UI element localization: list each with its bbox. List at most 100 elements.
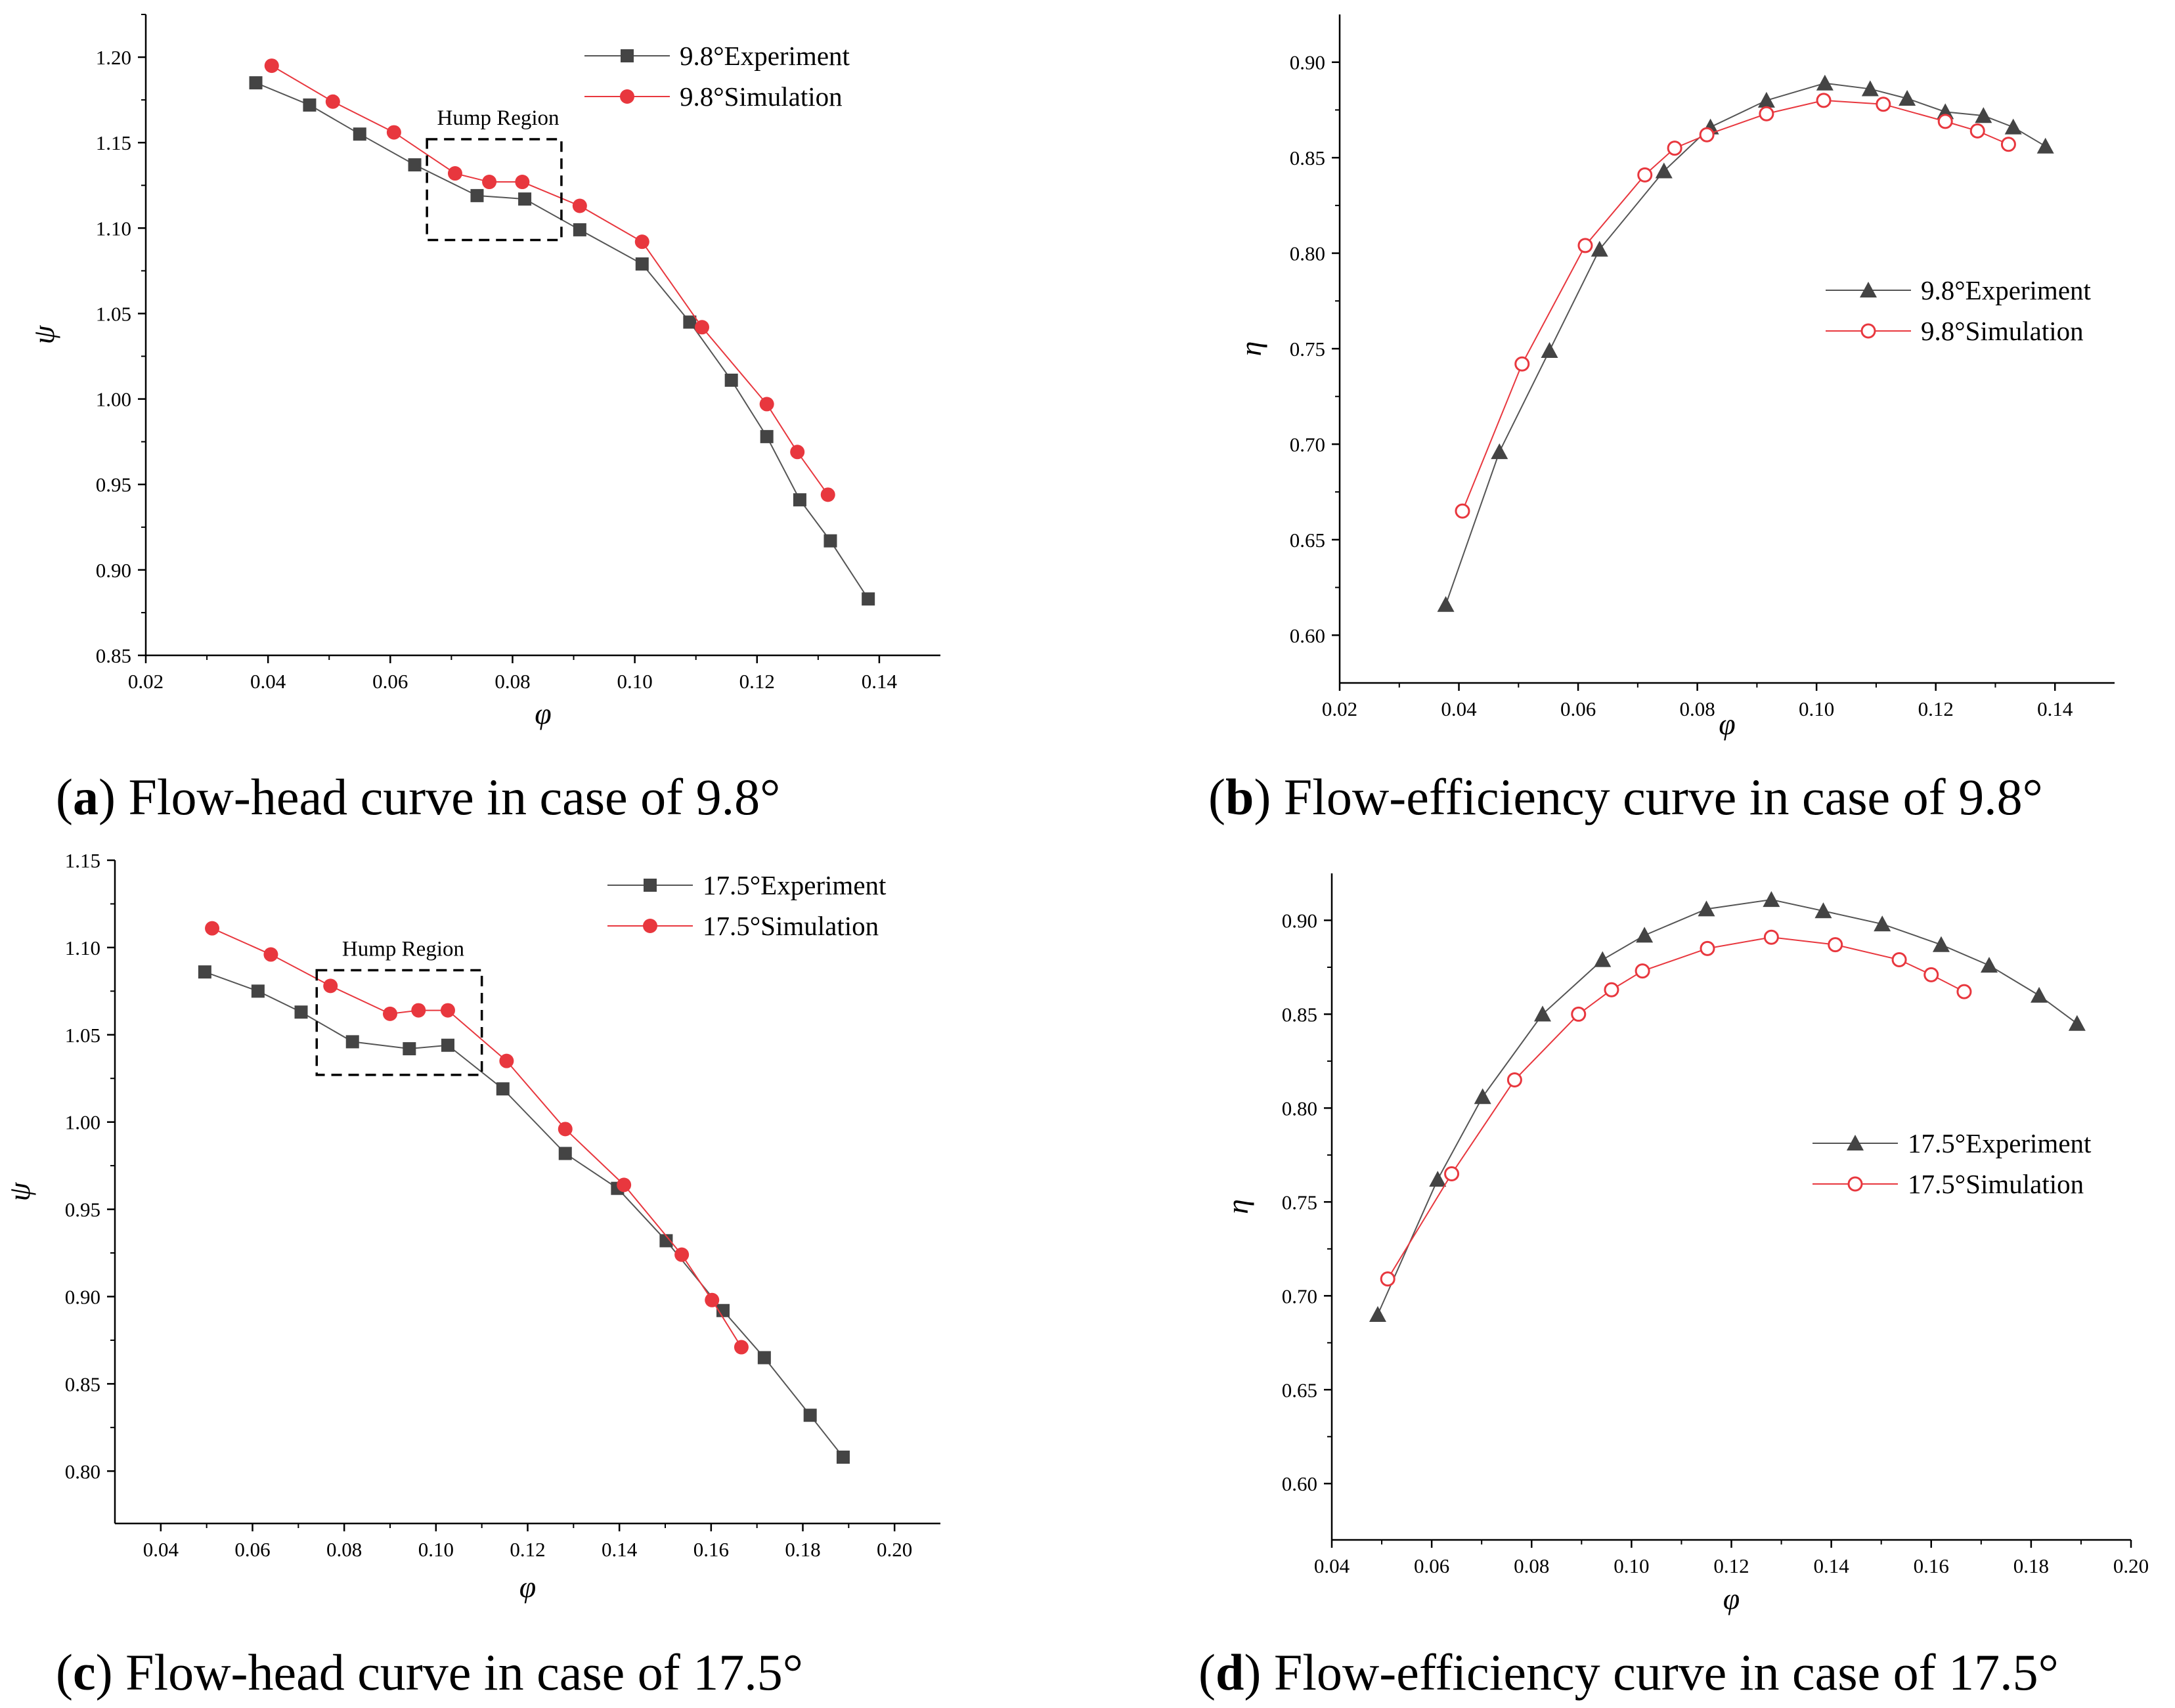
data-point-experiment: [635, 257, 649, 271]
data-point-simulation: [1816, 93, 1832, 108]
x-tick-label: 0.10: [1799, 697, 1834, 720]
x-tick-label: 0.02: [1322, 697, 1357, 720]
data-point-experiment: [1594, 951, 1612, 967]
data-point-experiment: [1533, 1005, 1551, 1022]
data-point-simulation: [2000, 137, 2016, 152]
y-tick-label: 0.80: [1290, 242, 1325, 265]
data-point-simulation: [1876, 97, 1891, 112]
data-point-simulation: [263, 947, 278, 962]
data-point-experiment: [1757, 91, 1775, 108]
y-tick-label: 0.60: [1282, 1472, 1317, 1495]
data-point-experiment: [1975, 107, 1992, 123]
y-tick-label: 0.85: [1290, 146, 1325, 169]
hump-region-box: [315, 969, 483, 1076]
data-point-experiment: [1980, 957, 1998, 973]
data-point-simulation: [411, 1003, 426, 1018]
y-axis-label: ψ: [3, 1181, 36, 1201]
y-tick-label: 1.00: [96, 388, 131, 411]
x-tick-label: 0.04: [1314, 1554, 1350, 1577]
data-point-experiment: [659, 1234, 673, 1248]
data-point-simulation: [264, 58, 279, 74]
data-point-experiment: [824, 534, 837, 548]
x-tick-label: 0.06: [372, 670, 408, 693]
y-tick-label: 0.70: [1282, 1284, 1317, 1307]
chart-b: 0.02 0.04 0.06 0.08 0.10 0.12 0.14 0.60 0.65 0.70…: [1208, 14, 2115, 825]
y-tick-label: 0.95: [65, 1198, 100, 1221]
data-point-experiment: [1591, 240, 1608, 257]
data-point-experiment: [1814, 902, 1832, 919]
data-point-experiment: [2036, 137, 2054, 154]
legend-entry: 9.8°Experiment: [1921, 275, 2092, 305]
caption-letter: c: [73, 1644, 96, 1701]
y-tick-label: 0.80: [1282, 1097, 1317, 1120]
x-tick-label: 0.02: [128, 670, 164, 693]
x-axis-label: φ: [1723, 1582, 1740, 1615]
data-point-simulation: [1514, 356, 1530, 372]
data-point-simulation: [1635, 963, 1650, 979]
caption-open-paren: (: [56, 768, 73, 825]
data-point-simulation: [205, 921, 220, 936]
x-tick-label: 0.14: [2037, 697, 2073, 720]
y-tick-label: 0.90: [96, 559, 131, 582]
x-tick-label: 0.12: [1713, 1554, 1749, 1577]
legend-entry: 9.8°Simulation: [1921, 316, 2084, 346]
data-point-simulation: [1699, 127, 1715, 142]
data-point-experiment: [294, 1005, 308, 1019]
data-point-simulation: [1828, 937, 1843, 953]
data-point-experiment: [1474, 1088, 1491, 1105]
y-tick-label: 1.05: [96, 302, 131, 325]
data-point-simulation: [383, 1006, 397, 1021]
data-point-experiment: [1816, 74, 1834, 91]
data-point-simulation: [1969, 123, 1985, 139]
data-point-experiment: [1437, 596, 1455, 612]
y-tick-label: 0.75: [1290, 338, 1325, 361]
data-point-experiment: [408, 158, 422, 172]
y-tick-label: 1.15: [65, 849, 100, 872]
data-point-experiment: [198, 965, 211, 979]
x-tick-label: 0.12: [1918, 697, 1954, 720]
legend-entry: 17.5°Experiment: [703, 870, 887, 900]
data-point-experiment: [2004, 118, 2022, 135]
data-point-experiment: [716, 1303, 730, 1317]
series-line-experiment: [255, 82, 869, 600]
series-line-experiment: [1445, 82, 2046, 605]
y-tick-label: 0.65: [1282, 1378, 1317, 1401]
legend-marker: [644, 879, 657, 892]
data-point-experiment: [496, 1082, 510, 1096]
x-tick-label: 0.18: [2013, 1554, 2049, 1577]
chart-c: 0.04 0.06 0.08 0.10 0.12 0.14 0.16 0.18 0.20 0.80…: [3, 849, 940, 1701]
data-point-simulation: [1923, 967, 1939, 982]
hump-region-box: [426, 138, 563, 242]
data-point-simulation: [1444, 1166, 1460, 1181]
data-point-experiment: [345, 1035, 359, 1049]
x-tick-label: 0.16: [693, 1538, 729, 1561]
data-point-simulation: [1956, 984, 1972, 999]
y-tick-label: 1.10: [96, 217, 131, 240]
data-point-experiment: [353, 127, 366, 141]
data-point-simulation: [1937, 114, 1953, 129]
data-point-experiment: [2068, 1015, 2086, 1031]
y-axis-label: η: [1234, 341, 1267, 357]
caption-letter: b: [1225, 768, 1254, 825]
hump-region-label: Hump Region: [437, 106, 559, 130]
legend-entry: 17.5°Experiment: [1908, 1128, 2092, 1158]
data-point-simulation: [323, 978, 338, 994]
data-point-simulation: [820, 487, 835, 502]
x-tick-label: 0.12: [739, 670, 775, 693]
data-point-simulation: [1637, 167, 1653, 183]
data-point-simulation: [695, 320, 709, 335]
data-point-simulation: [1604, 982, 1619, 997]
y-tick-label: 1.05: [65, 1024, 100, 1047]
legend-entry: 17.5°Simulation: [703, 911, 879, 941]
data-point-experiment: [760, 429, 774, 443]
caption-body: Flow-efficiency curve in case of 9.8°: [1284, 768, 2043, 825]
x-tick-label: 0.06: [234, 1538, 270, 1561]
data-point-experiment: [1899, 89, 1916, 106]
y-tick-label: 0.65: [1290, 529, 1325, 552]
caption-open-paren: (: [1198, 1644, 1216, 1701]
data-point-experiment: [793, 493, 806, 507]
caption-open-paren: (: [56, 1644, 73, 1701]
data-point-simulation: [515, 175, 530, 190]
legend-entry: 9.8°Experiment: [680, 41, 850, 71]
data-point-simulation: [1667, 141, 1682, 156]
